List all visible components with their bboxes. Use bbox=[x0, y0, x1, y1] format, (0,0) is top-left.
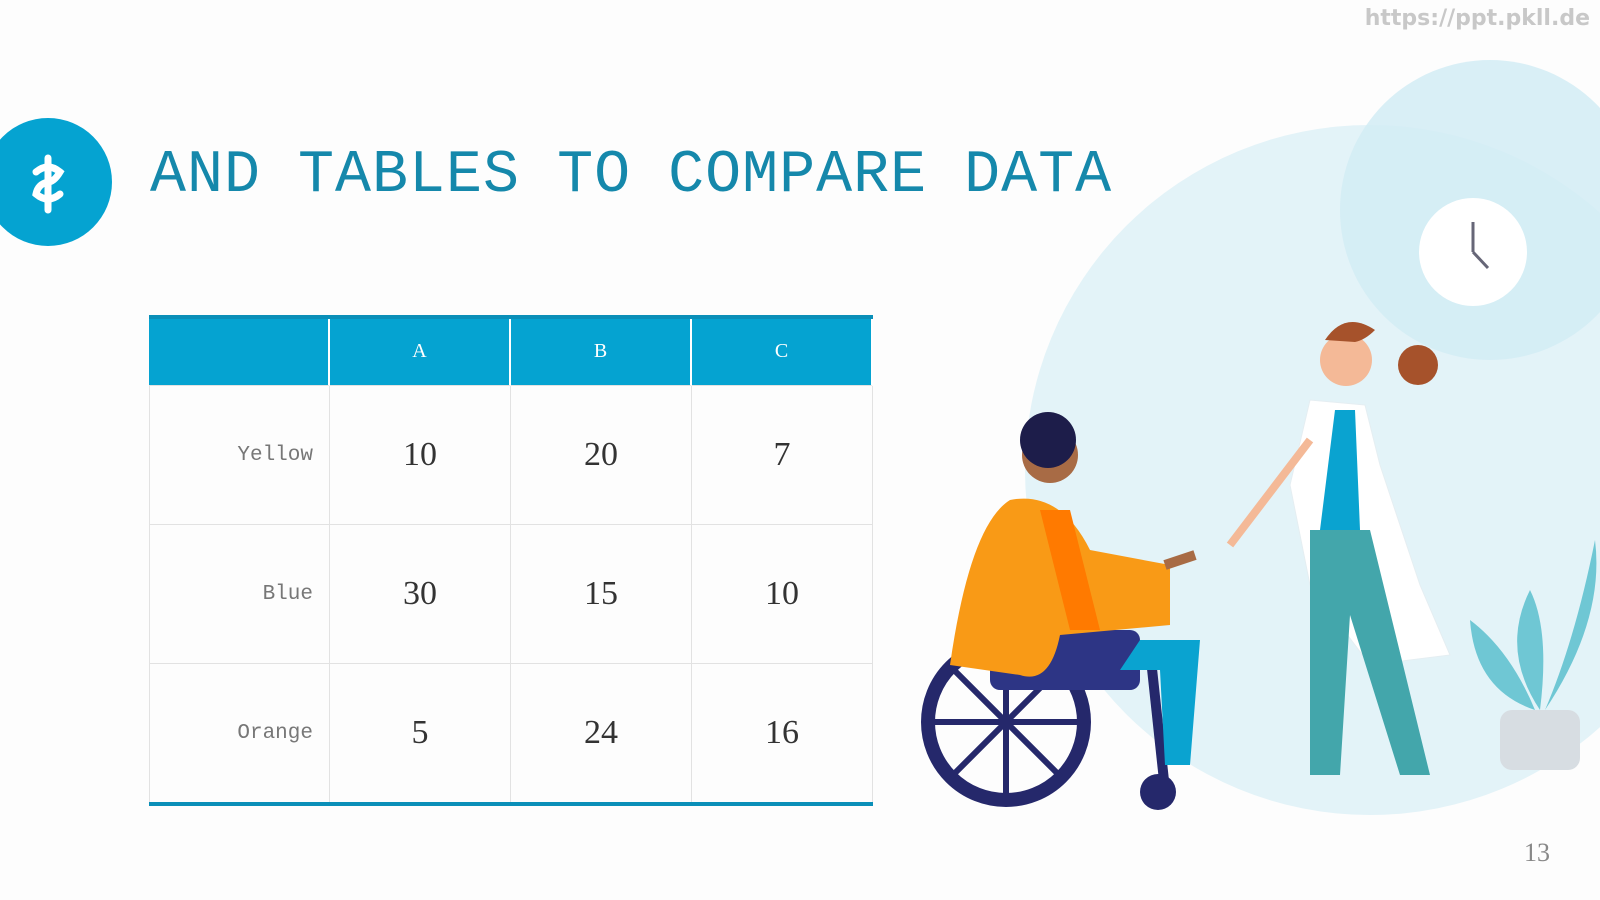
column-header: A bbox=[330, 318, 511, 386]
table-bottom-rule bbox=[149, 802, 873, 806]
header-cell bbox=[149, 318, 330, 386]
table-cell: 7 bbox=[692, 386, 873, 525]
table-cell: 16 bbox=[692, 664, 873, 803]
table-cell: 10 bbox=[692, 525, 873, 664]
watermark: https://ppt.pkll.de bbox=[1364, 6, 1590, 31]
table-cell: 5 bbox=[330, 664, 511, 803]
table-top-rule bbox=[149, 315, 873, 319]
table-cell: 20 bbox=[511, 386, 692, 525]
page-number: 13 bbox=[1524, 838, 1550, 867]
row-label: Blue bbox=[149, 525, 330, 664]
table-cell: 10 bbox=[330, 386, 511, 525]
column-header: B bbox=[511, 318, 692, 386]
table-cell: 15 bbox=[511, 525, 692, 664]
row-label: Orange bbox=[149, 664, 330, 803]
slide-title: AND TABLES TO COMPARE DATA bbox=[150, 142, 1113, 210]
table-cell: 24 bbox=[511, 664, 692, 803]
table-cell: 30 bbox=[330, 525, 511, 664]
row-label: Yellow bbox=[149, 386, 330, 525]
column-header: C bbox=[692, 318, 873, 386]
